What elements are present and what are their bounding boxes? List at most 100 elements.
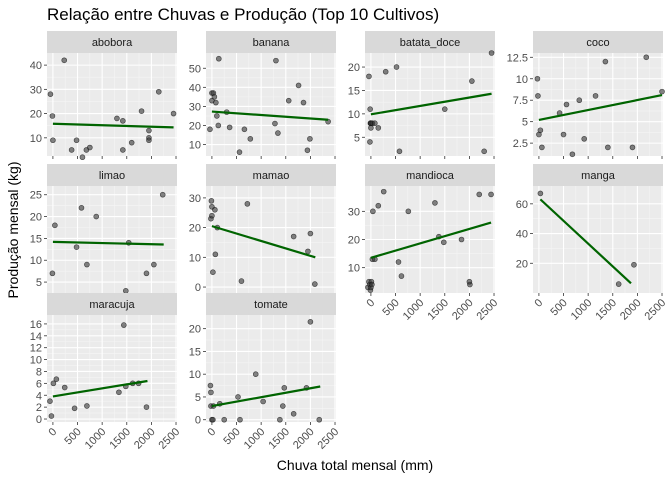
x-tick-label: 500 [548,297,569,318]
data-point [631,261,637,268]
facet-strip-label: maracuja [89,299,135,311]
y-tick-label: 20 [189,120,201,132]
data-point [576,97,583,104]
y-tick-label: 50 [189,63,201,75]
y-tick-label: 20 [30,212,42,224]
facet-strip [47,31,177,53]
data-point [68,147,75,153]
y-tick-label: 8 [36,366,42,378]
data-point [226,124,233,131]
x-tick-label: 500 [62,426,83,447]
data-point [122,288,129,294]
panel-background [533,53,663,156]
y-tick-label: 20 [348,235,360,247]
data-point [207,382,214,389]
y-tick-label: 20 [348,62,360,74]
trend-line [538,93,663,122]
data-point [605,144,611,151]
y-tick-label: 40 [189,82,201,94]
data-point [120,118,126,124]
x-tick-label: 0 [46,426,59,439]
facet-strip-label: manga [581,170,616,182]
data-point [307,136,313,142]
y-tick-label: 40 [30,60,42,72]
trend-line [211,385,321,408]
data-point [290,411,297,417]
data-point [372,120,378,127]
x-tick-label: 2000 [132,426,158,452]
data-point [275,130,281,136]
x-tick-label: 2000 [291,426,317,452]
data-point [247,136,254,142]
x-tick-label: 1500 [107,426,133,452]
data-point [469,78,475,84]
data-point [305,248,311,255]
x-tick-label: 0 [364,297,377,310]
x-tick-label: 1000 [401,297,427,323]
data-point [396,148,403,155]
panel-background [47,186,177,293]
data-point [52,222,58,229]
data-point [212,206,218,213]
data-point [405,208,412,215]
y-tick-label: 30 [189,193,201,205]
data-point [537,127,544,134]
data-point [280,403,286,409]
data-point [50,137,56,144]
x-tick-label: 1500 [266,426,292,452]
panel-background [47,315,177,422]
facet-strip-label: mandioca [406,170,455,182]
y-tick-label: 2 [36,402,42,414]
data-point [481,148,487,155]
data-point [128,139,135,146]
data-point [210,416,216,423]
y-tick-label: 10 [348,263,360,275]
data-point [212,251,219,258]
data-point [285,97,292,104]
trend-line [211,225,316,259]
data-point [146,127,152,134]
y-tick-label: 5 [195,392,201,404]
data-point [216,55,222,62]
data-point [466,278,473,285]
y-tick-label: 10 [30,355,42,367]
y-tick-label: 6 [36,378,42,390]
data-point [295,82,302,89]
facet-strip-label: abobora [92,37,133,49]
x-tick-label: 1500 [593,297,619,323]
facet-panel-limao: limao 5 10 15 20 25 [30,164,177,296]
data-point [73,244,80,250]
y-tick-label: 10 [189,369,201,381]
data-point [211,94,218,100]
y-tick-label: 30 [30,84,42,96]
data-point [47,91,54,97]
data-point [629,144,636,151]
facet-strip [365,164,495,186]
data-point [615,281,622,287]
x-tick-label: 2000 [450,297,476,323]
y-tick-label: 30 [348,206,360,218]
data-point [375,125,382,131]
x-axis-label: Chuva total mensal (mm) [277,457,433,473]
facet-panels: abobora10203040banana1020304050batata_do… [30,31,668,452]
y-tick-label: 10 [189,140,201,152]
data-point [304,147,311,154]
facet-strip-label: limao [99,170,125,182]
facet-strip-label: banana [253,37,291,49]
facet-strip-label: batata_doce [400,37,461,49]
data-point [375,202,382,209]
data-point [380,188,387,195]
chart-title: Relação entre Chuvas e Produção (Top 10 … [47,5,439,24]
y-tick-label: 12.5 [507,52,528,64]
data-point [221,416,228,423]
data-point [208,198,215,204]
data-point [300,99,307,106]
data-point [49,270,56,277]
y-tick-label: 14 [30,331,42,343]
x-tick-label: 500 [221,426,242,447]
data-point [73,137,80,144]
data-point [61,384,68,391]
data-point [476,191,483,198]
